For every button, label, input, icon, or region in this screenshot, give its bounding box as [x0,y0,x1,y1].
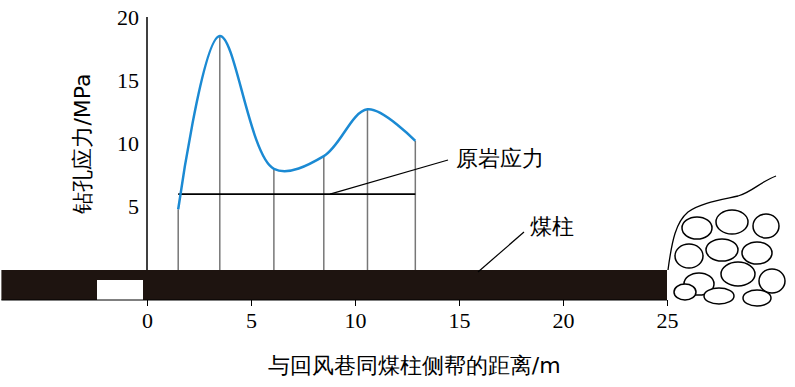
x-axis-title: 与回风巷同煤柱侧帮的距离/m [268,353,561,378]
goaf [668,176,785,306]
y-axis: 5 10 15 20 [117,5,147,270]
goaf-rock [675,244,703,268]
y-tick: 20 [117,5,147,30]
roadway [97,280,143,300]
goaf-rock [742,242,772,264]
reference-line [178,193,415,195]
stress-line [178,36,415,209]
x-axis: 0 5 10 15 20 25 [1,300,678,333]
drop-line [367,109,369,270]
coal-pillar [1,270,667,300]
goaf-rock [704,288,734,304]
y-axis-title: 钻孔应力/MPa [70,73,95,214]
y-tick-label: 15 [117,68,139,93]
reference-label: 原岩应力 [456,146,544,171]
drop-line [323,156,325,270]
y-tick-label: 10 [117,131,139,156]
drop-line [273,169,275,270]
x-tick: 10 [345,300,367,333]
drop-line [219,36,221,270]
x-tick-mark [459,300,460,306]
x-tick-label: 10 [345,308,367,333]
chart: 5 10 15 20 0 5 10 15 20 25 与回风巷同煤柱侧帮的距离/m 钻孔应力/MPa 原… [0,0,795,387]
y-tick-label: 20 [117,5,139,30]
x-tick-mark [355,300,356,306]
x-tick-mark [563,300,564,306]
x-tick: 15 [449,300,471,333]
x-tick: 0 [142,300,153,333]
goaf-rock [716,210,748,234]
drop-line [415,141,417,270]
x-tick-label: 0 [142,308,153,333]
y-tick: 5 [128,194,147,219]
plot-area [178,36,415,270]
annotation: 煤柱 [530,214,574,239]
y-tick-label: 5 [128,194,139,219]
goaf-rock [706,239,738,261]
y-tick: 10 [117,131,147,156]
x-tick: 20 [553,300,575,333]
x-tick-label: 15 [449,308,471,333]
goaf-rock [759,269,785,293]
x-tick-label: 5 [246,308,257,333]
goaf-rock [674,284,696,300]
drop-line [177,209,179,270]
y-tick: 15 [117,68,147,93]
goaf-rock [682,217,712,239]
x-axis-line [1,300,667,301]
leader-line [330,160,448,194]
y-axis-line [146,17,148,270]
x-tick: 25 [657,300,679,333]
leader-line [478,232,524,272]
goaf-rock [743,290,771,306]
x-tick-mark [251,300,252,306]
goaf-rock [753,214,779,238]
x-tick-label: 25 [657,308,679,333]
x-tick-mark [667,300,668,306]
x-tick-label: 20 [553,308,575,333]
x-tick: 5 [246,300,257,333]
x-tick-mark [147,300,148,306]
goaf-rock [721,262,755,286]
